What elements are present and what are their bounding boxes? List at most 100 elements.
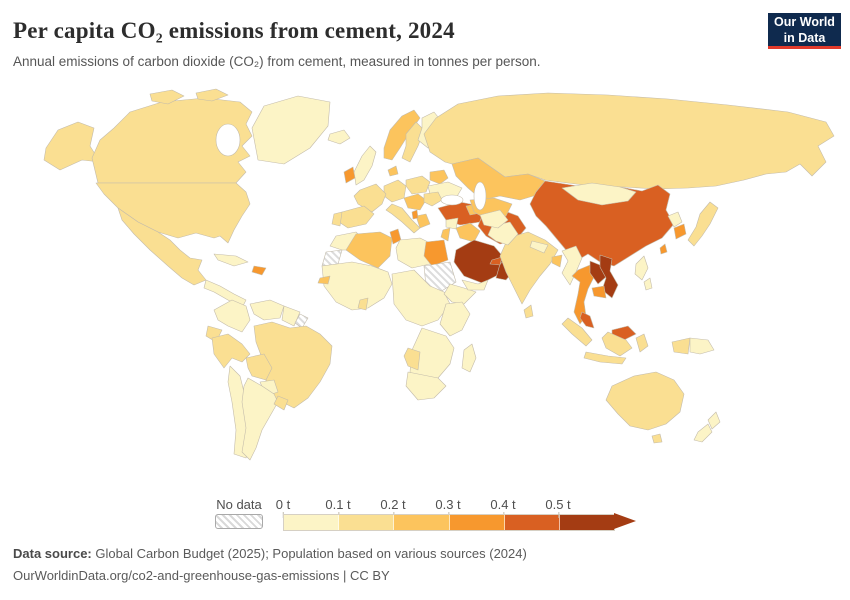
country-peru[interactable] [211,333,251,369]
country-ireland[interactable] [343,166,356,184]
legend-arrow [614,513,636,529]
legend-bin-0[interactable] [284,515,340,530]
country-france[interactable] [353,183,387,213]
legend-bin-4[interactable] [504,515,560,530]
country-ghana[interactable] [357,297,369,311]
country-syria[interactable] [445,217,459,230]
country-bolivia[interactable] [245,353,273,381]
legend-tick-3: 0.3 t [435,497,461,518]
region-west-africa[interactable] [321,261,393,311]
country-indonesia-sulawesi[interactable] [635,333,649,353]
data-source-line: Data source: Global Carbon Budget (2025)… [13,546,527,561]
country-new-zealand-north[interactable] [707,411,721,430]
hudson-bay [215,123,241,157]
country-japan[interactable] [687,201,719,247]
country-canada-arctic-2[interactable] [195,88,229,102]
country-poland[interactable] [405,175,431,195]
caspian-sea [473,181,487,211]
owid-logo-line1: Our World [774,14,835,29]
region-horn-of-africa[interactable] [443,283,477,305]
country-denmark[interactable] [387,165,399,177]
legend-bin-1[interactable] [339,515,395,530]
legend-bin-3[interactable] [449,515,505,530]
country-cuba[interactable] [213,253,249,267]
country-philippines-2[interactable] [643,277,653,291]
country-sweden[interactable] [401,121,425,163]
country-spain[interactable] [335,205,375,229]
region-east-africa[interactable] [439,301,471,337]
country-madagascar[interactable] [461,343,477,373]
country-germany[interactable] [383,179,407,203]
country-uruguay[interactable] [273,395,289,411]
country-belarus[interactable] [429,169,449,185]
country-myanmar[interactable] [561,245,583,286]
country-bangladesh[interactable] [551,254,563,268]
country-uae[interactable] [489,256,503,266]
country-iceland[interactable] [327,129,351,145]
data-source-label: Data source: [13,546,92,561]
page-title: Per capita CO₂ emissions from cement, 20… [13,18,455,43]
legend-tick-4: 0.4 t [490,497,516,518]
country-sri-lanka[interactable] [523,304,534,319]
no-data-label: No data [216,497,262,512]
country-algeria[interactable] [345,231,393,269]
country-argentina[interactable] [241,377,279,461]
no-data-swatch[interactable] [215,514,263,529]
world-choropleth-map[interactable] [0,88,850,488]
country-indonesia-borneo[interactable] [601,331,633,357]
country-yemen[interactable] [461,279,489,291]
country-north-korea[interactable] [667,211,683,228]
country-iraq[interactable] [455,222,481,243]
legend-tick-2: 0.2 t [380,497,406,518]
country-papua-new-guinea[interactable] [689,337,715,355]
country-south-africa[interactable] [405,371,447,401]
region-balkans[interactable] [403,193,427,211]
country-namibia[interactable] [403,347,421,371]
page-subtitle: Annual emissions of carbon dioxide (CO₂)… [13,54,541,69]
country-colombia[interactable] [213,299,251,333]
country-australia[interactable] [605,371,685,431]
country-greece[interactable] [415,213,431,229]
country-romania[interactable] [423,191,443,207]
country-indonesia-sumatra[interactable] [561,317,593,347]
country-albania[interactable] [411,209,419,220]
country-malaysia-peninsula[interactable] [579,311,595,329]
country-south-korea[interactable] [673,223,687,240]
country-new-zealand-south[interactable] [693,423,713,443]
country-egypt[interactable] [423,239,449,267]
country-senegal[interactable] [317,275,331,285]
country-philippines-1[interactable] [634,255,649,281]
country-uk[interactable] [353,145,377,186]
region-guianas[interactable] [281,305,301,327]
owid-logo[interactable]: Our World in Data [768,13,841,49]
citation-link[interactable]: OurWorldinData.org/co2-and-greenhouse-ga… [13,568,390,583]
country-laos[interactable] [589,260,607,285]
region-levant[interactable] [440,227,451,242]
country-indonesia-java[interactable] [583,351,627,365]
country-taiwan[interactable] [659,243,668,255]
country-portugal[interactable] [331,211,343,227]
country-afghanistan[interactable] [479,209,509,229]
country-alaska-us[interactable] [43,121,101,171]
legend-bin-2[interactable] [394,515,450,530]
country-dominican-republic[interactable] [251,265,267,276]
country-italy[interactable] [385,203,421,234]
country-usa[interactable] [95,182,251,244]
country-canada-arctic-1[interactable] [149,89,185,105]
country-greenland[interactable] [251,95,331,165]
country-libya[interactable] [395,237,433,269]
country-cambodia[interactable] [591,285,607,299]
legend-tick-0: 0 t [275,497,291,518]
legend-color-bar[interactable] [283,514,615,531]
country-nepal[interactable] [529,240,549,254]
country-venezuela[interactable] [249,299,285,321]
black-sea [440,194,464,206]
owid-logo-line2: in Data [783,30,826,45]
country-canada[interactable] [91,97,253,184]
country-china[interactable] [529,180,675,267]
country-mongolia[interactable] [561,182,637,206]
country-australia-tasmania[interactable] [651,433,663,444]
country-indonesia-papua[interactable] [671,337,691,355]
legend-bin-5[interactable] [559,515,615,530]
country-mexico[interactable] [117,207,207,286]
